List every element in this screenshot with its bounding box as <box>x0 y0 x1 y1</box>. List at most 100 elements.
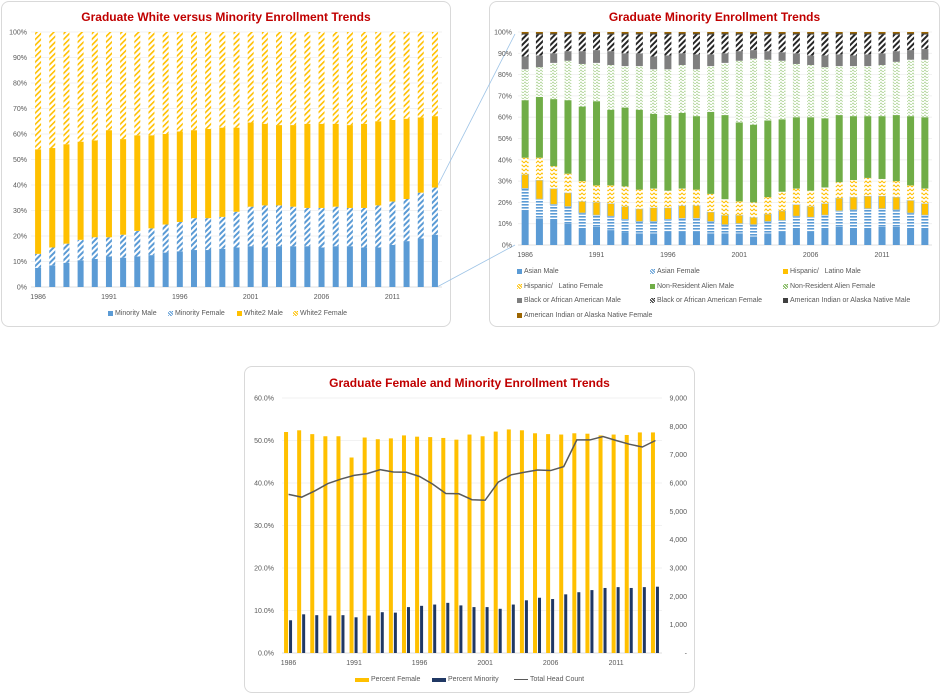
bar-segment-hispanic-latino-female <box>635 189 643 209</box>
bar-percent-female <box>572 433 577 653</box>
bar-segment-hispanic-latino-female <box>907 185 915 201</box>
x-tick-label: 1986 <box>281 660 297 667</box>
bar-segment-asian-male <box>849 227 857 245</box>
bar-segment-black-or-african-american-female <box>564 34 572 52</box>
bar-segment-asian-male <box>678 231 686 245</box>
bar-segment-asian-female <box>578 213 586 228</box>
bar-segment-white2-female <box>162 32 169 134</box>
bar-segment-white2-female <box>134 32 141 136</box>
bar-segment-asian-female <box>564 206 572 224</box>
bar-segment-white2-female <box>219 32 226 128</box>
x-tick-label: 1991 <box>101 294 117 301</box>
legend-swatch <box>783 298 788 303</box>
bar-segment-minority-female <box>35 253 42 268</box>
legend-item: Minority Male <box>108 310 157 317</box>
legend-label: Asian Male <box>524 268 559 275</box>
chart-title: Graduate White versus Minority Enrollmen… <box>81 10 371 24</box>
bar-percent-female <box>533 433 538 653</box>
bar-segment-hispanic-latino-female <box>550 166 558 189</box>
bar-percent-minority <box>642 587 646 653</box>
bar-segment-black-or-african-american-male <box>621 53 629 67</box>
y2-tick-label: 2,000 <box>669 594 687 601</box>
bar-segment-minority-female <box>247 206 254 247</box>
bar-segment-hispanic-latino-female <box>692 189 700 206</box>
bar-percent-minority <box>446 602 450 653</box>
bar-percent-female <box>401 435 406 653</box>
bar-segment-asian-male <box>607 230 615 245</box>
bar-percent-female <box>650 432 655 653</box>
bar-segment-american-indian-or-alaska-native-male <box>835 33 843 35</box>
bar-segment-non-resident-alien-female <box>692 69 700 117</box>
legend-item: Total Head Count <box>514 676 584 683</box>
bar-percent-female <box>349 457 354 653</box>
bar-segment-asian-male <box>564 223 572 245</box>
bar-segment-hispanic-latino-female <box>650 188 658 208</box>
y-tick-label: 40% <box>13 183 27 190</box>
legend-label: American Indian or Alaska Native Male <box>790 297 911 304</box>
bar-segment-white2-female <box>120 32 127 140</box>
bar-segment-hispanic-latino-male <box>606 203 615 217</box>
bar-segment-american-indian-or-alaska-native-male <box>721 33 729 35</box>
y-tick-label: 80% <box>498 72 512 79</box>
bar-segment-non-resident-alien-female <box>535 67 543 97</box>
bar-segment-hispanic-latino-female <box>535 157 543 181</box>
legend-swatch <box>293 311 298 316</box>
legend-label: Black or African American Female <box>657 297 763 304</box>
bar-segment-non-resident-alien-female <box>778 60 786 120</box>
bar-segment-american-indian-or-alaska-native-female <box>521 32 529 34</box>
bar-segment-black-or-african-american-female <box>921 34 929 50</box>
y-tick-label: 50% <box>498 136 512 143</box>
bar-segment-hispanic-latino-female <box>564 173 572 193</box>
bar-percent-female <box>598 435 603 653</box>
bar-segment-hispanic-latino-female <box>778 191 786 211</box>
bar-segment-black-or-african-american-male <box>593 50 601 63</box>
bar-segment-non-resident-alien-male <box>535 96 543 158</box>
bar-segment-hispanic-latino-female <box>835 182 843 199</box>
bar-segment-non-resident-alien-male <box>907 116 915 186</box>
bar-segment-minority-male <box>176 251 183 287</box>
bar-segment-asian-female <box>521 188 529 210</box>
bar-segment-non-resident-alien-male <box>678 112 686 189</box>
bar-segment-non-resident-alien-male <box>521 100 529 158</box>
bar-segment-minority-female <box>276 205 283 247</box>
bar-segment-hispanic-latino-female <box>792 188 800 205</box>
bar-segment-white2-male <box>375 121 382 206</box>
bar-segment-american-indian-or-alaska-native-male <box>750 33 758 35</box>
legend-item: White2 Male <box>237 310 283 317</box>
bar-segment-black-or-african-american-female <box>864 34 872 55</box>
bar-percent-minority <box>551 599 555 653</box>
bar-segment-asian-female <box>764 221 772 234</box>
bar-segment-asian-male <box>835 226 843 245</box>
bar-segment-white2-female <box>205 32 212 129</box>
bar-segment-minority-male <box>233 247 240 287</box>
y-tick-label: 0% <box>502 243 512 250</box>
bar-segment-hispanic-latino-male <box>663 207 672 220</box>
bar-segment-non-resident-alien-male <box>564 100 572 174</box>
bar-segment-non-resident-alien-male <box>764 120 772 198</box>
bar-segment-non-resident-alien-female <box>650 69 658 115</box>
bar-segment-hispanic-latino-male <box>564 192 572 208</box>
bar-segment-american-indian-or-alaska-native-male <box>564 33 572 35</box>
bar-percent-minority <box>289 620 293 653</box>
bar-segment-non-resident-alien-male <box>892 115 900 182</box>
bar-segment-non-resident-alien-female <box>607 65 615 110</box>
y-tick-label: 30% <box>498 179 512 186</box>
bar-segment-black-or-african-american-female <box>721 34 729 54</box>
bar-segment-american-indian-or-alaska-native-male <box>764 33 772 35</box>
x-tick-label: 2011 <box>875 252 890 259</box>
bar-segment-hispanic-latino-female <box>821 187 829 204</box>
bar-segment-black-or-african-american-female <box>807 34 815 56</box>
bar-segment-minority-female <box>105 237 112 257</box>
y2-tick-label: 5,000 <box>669 509 687 516</box>
bar-segment-american-indian-or-alaska-native-male <box>678 33 686 35</box>
bar-segment-asian-male <box>807 231 815 245</box>
bar-segment-hispanic-latino-male <box>778 210 787 221</box>
bar-segment-white2-male <box>431 116 438 188</box>
bar-percent-minority <box>485 607 489 653</box>
bar-segment-asian-male <box>650 233 658 245</box>
bar-percent-female <box>467 434 472 653</box>
bar-segment-american-indian-or-alaska-native-male <box>650 33 658 35</box>
bar-segment-black-or-african-american-male <box>564 51 572 61</box>
bar-segment-american-indian-or-alaska-native-male <box>593 33 601 35</box>
bar-segment-white2-female <box>233 32 240 128</box>
